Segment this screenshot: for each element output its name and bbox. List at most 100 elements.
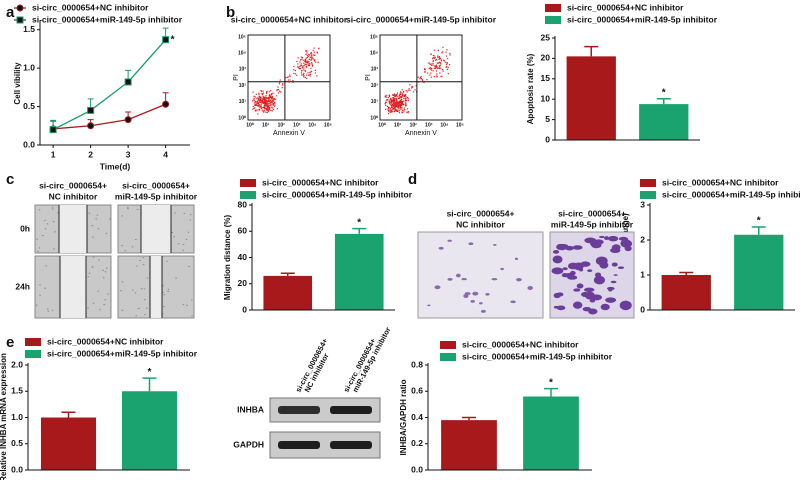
bar [523, 396, 579, 470]
event-dot [316, 51, 318, 53]
flow-tick-label: 10⁰ [246, 122, 254, 128]
event-dot [270, 103, 272, 106]
event-dot [389, 109, 392, 111]
event-dot [256, 97, 258, 99]
cell-speck [183, 212, 186, 214]
event-dot [274, 102, 276, 104]
event-dot [398, 112, 400, 114]
column-label: NC inhibitor [49, 191, 98, 201]
event-dot [303, 65, 305, 67]
event-dot [267, 102, 269, 104]
stained-cell [610, 280, 617, 284]
event-dot [436, 73, 438, 75]
event-dot [397, 104, 399, 106]
event-dot [394, 99, 396, 101]
event-dot [276, 89, 278, 91]
event-dot [263, 105, 265, 107]
event-dot [441, 69, 444, 71]
event-dot [434, 66, 436, 68]
cell-speck [136, 265, 138, 267]
y-tick-label: 0.0 [411, 464, 423, 474]
event-dot [415, 85, 417, 87]
event-dot [432, 62, 434, 65]
event-dot [384, 96, 387, 98]
event-dot [258, 92, 260, 94]
event-dot [260, 107, 262, 110]
stained-cell [468, 242, 474, 246]
event-dot [398, 97, 401, 100]
event-dot [434, 57, 436, 59]
event-dot [400, 91, 402, 94]
legend-label: si-circ_0000654+miR-149-5p inhibitor [662, 189, 800, 199]
event-dot [429, 63, 431, 66]
event-dot [398, 105, 401, 107]
event-dot [300, 64, 302, 67]
event-dot [301, 66, 304, 68]
event-dot [309, 56, 311, 58]
event-dot [406, 96, 409, 99]
event-dot [264, 97, 266, 100]
stained-cell [590, 294, 603, 301]
event-dot [266, 107, 268, 109]
marker [49, 126, 57, 134]
event-dot [402, 109, 404, 111]
event-dot [390, 102, 392, 104]
event-dot [389, 101, 391, 103]
event-dot [436, 58, 438, 61]
event-dot [258, 96, 260, 98]
event-dot [305, 65, 308, 68]
event-dot [398, 102, 400, 104]
cell-speck [146, 277, 149, 279]
event-dot [298, 68, 301, 70]
event-dot [257, 102, 260, 105]
event-dot [270, 105, 272, 107]
event-dot [395, 101, 398, 104]
wound-gap [141, 205, 171, 253]
flow-tick-label: 10¹ [394, 122, 402, 128]
bar [441, 420, 497, 470]
event-dot [407, 110, 409, 113]
event-dot [309, 71, 311, 74]
error-bar [61, 411, 76, 418]
annotation: * [662, 87, 666, 98]
stained-cell [613, 274, 618, 276]
event-dot [266, 90, 268, 93]
event-dot [423, 68, 426, 71]
event-dot [390, 110, 393, 112]
flow-y-label: PI [365, 74, 372, 81]
event-dot [401, 104, 403, 107]
event-dot [394, 99, 396, 102]
event-dot [389, 111, 391, 113]
y-tick-label: 1.0 [11, 412, 23, 422]
x-tick-label: 3 [126, 149, 131, 159]
event-dot [265, 104, 267, 106]
event-dot [391, 102, 393, 105]
event-dot [401, 93, 404, 95]
event-dot [314, 72, 317, 74]
cell-speck [174, 212, 176, 214]
event-dot [443, 59, 445, 61]
event-dot [296, 74, 298, 76]
event-dot [274, 104, 276, 106]
event-dot [426, 79, 428, 81]
y-tick-label: 15 [541, 73, 551, 83]
event-dot [385, 99, 387, 101]
event-dot [397, 106, 400, 108]
cell-speck [36, 238, 38, 240]
flow-tick-label: 10⁰ [378, 122, 386, 128]
event-dot [447, 58, 449, 60]
y-tick-label: 3 [640, 199, 645, 209]
event-dot [310, 54, 312, 56]
event-dot [400, 100, 402, 102]
event-dot [270, 104, 272, 106]
flow-tick-label: 10⁵ [370, 34, 379, 40]
event-dot [436, 75, 438, 77]
panel-label: a [6, 4, 15, 21]
event-dot [393, 110, 396, 113]
event-dot [428, 67, 430, 70]
event-dot [396, 104, 398, 106]
event-dot [439, 57, 442, 59]
event-dot [449, 52, 451, 55]
stained-cell [470, 300, 475, 303]
event-dot [408, 88, 410, 90]
